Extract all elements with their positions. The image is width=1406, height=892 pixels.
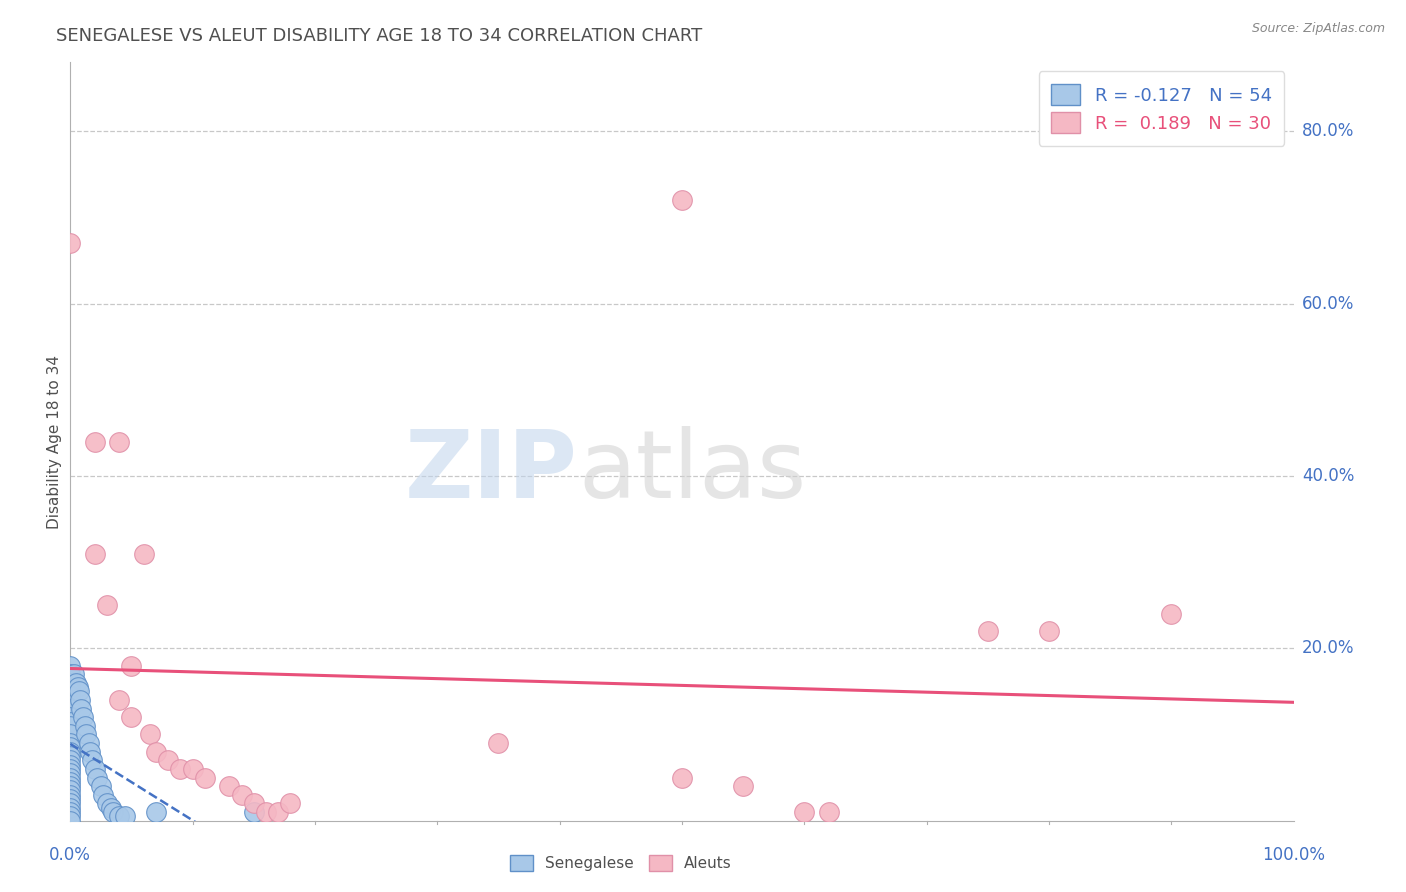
- Point: [59, 771, 82, 785]
- Point: [59, 719, 82, 733]
- Point: [59, 736, 82, 750]
- Point: [72, 710, 94, 724]
- Point: [59, 658, 82, 673]
- Point: [108, 434, 131, 449]
- Point: [66, 680, 89, 694]
- Point: [73, 719, 96, 733]
- Point: [75, 727, 97, 741]
- Point: [793, 805, 815, 819]
- Point: [96, 797, 118, 811]
- Point: [59, 675, 82, 690]
- Legend: Senegalese, Aleuts: Senegalese, Aleuts: [503, 849, 738, 878]
- Point: [59, 680, 82, 694]
- Point: [1160, 607, 1182, 621]
- Point: [59, 667, 82, 681]
- Point: [59, 753, 82, 767]
- Point: [733, 779, 755, 793]
- Point: [121, 710, 143, 724]
- Point: [83, 762, 105, 776]
- Point: [67, 684, 90, 698]
- Text: 60.0%: 60.0%: [1302, 294, 1354, 313]
- Text: ZIP: ZIP: [405, 425, 578, 518]
- Point: [59, 766, 82, 780]
- Point: [139, 727, 162, 741]
- Text: 100.0%: 100.0%: [1263, 846, 1324, 863]
- Point: [132, 547, 155, 561]
- Point: [194, 771, 217, 785]
- Point: [108, 693, 131, 707]
- Point: [59, 805, 82, 819]
- Point: [671, 771, 693, 785]
- Point: [65, 675, 87, 690]
- Point: [59, 801, 82, 815]
- Point: [59, 797, 82, 811]
- Point: [145, 805, 167, 819]
- Text: 40.0%: 40.0%: [1302, 467, 1354, 485]
- Point: [59, 757, 82, 772]
- Text: 20.0%: 20.0%: [1302, 640, 1354, 657]
- Point: [59, 749, 82, 764]
- Point: [77, 736, 100, 750]
- Point: [59, 740, 82, 755]
- Point: [243, 805, 266, 819]
- Point: [101, 805, 124, 819]
- Point: [59, 792, 82, 806]
- Text: 0.0%: 0.0%: [49, 846, 91, 863]
- Text: 80.0%: 80.0%: [1302, 122, 1354, 140]
- Point: [91, 788, 114, 802]
- Y-axis label: Disability Age 18 to 34: Disability Age 18 to 34: [46, 354, 62, 529]
- Point: [114, 809, 136, 823]
- Point: [671, 194, 693, 208]
- Point: [96, 599, 118, 613]
- Text: atlas: atlas: [578, 425, 806, 518]
- Point: [59, 809, 82, 823]
- Point: [157, 753, 180, 767]
- Point: [59, 693, 82, 707]
- Point: [817, 805, 839, 819]
- Point: [231, 788, 253, 802]
- Point: [79, 745, 101, 759]
- Point: [59, 236, 82, 251]
- Point: [267, 805, 290, 819]
- Point: [63, 667, 86, 681]
- Point: [59, 762, 82, 776]
- Point: [59, 779, 82, 793]
- Point: [280, 797, 302, 811]
- Text: Source: ZipAtlas.com: Source: ZipAtlas.com: [1251, 22, 1385, 36]
- Point: [70, 701, 93, 715]
- Point: [69, 693, 91, 707]
- Point: [218, 779, 240, 793]
- Point: [86, 771, 108, 785]
- Point: [82, 753, 104, 767]
- Point: [59, 684, 82, 698]
- Point: [254, 805, 277, 819]
- Point: [488, 736, 510, 750]
- Point: [121, 658, 143, 673]
- Point: [59, 714, 82, 729]
- Point: [59, 775, 82, 789]
- Point: [100, 801, 122, 815]
- Point: [59, 814, 82, 828]
- Point: [145, 745, 167, 759]
- Point: [108, 809, 131, 823]
- Point: [59, 710, 82, 724]
- Point: [181, 762, 204, 776]
- Point: [59, 788, 82, 802]
- Point: [59, 727, 82, 741]
- Point: [59, 745, 82, 759]
- Point: [83, 434, 105, 449]
- Point: [1038, 624, 1060, 639]
- Point: [976, 624, 998, 639]
- Point: [83, 547, 105, 561]
- Point: [59, 783, 82, 797]
- Point: [59, 689, 82, 703]
- Point: [59, 701, 82, 715]
- Text: SENEGALESE VS ALEUT DISABILITY AGE 18 TO 34 CORRELATION CHART: SENEGALESE VS ALEUT DISABILITY AGE 18 TO…: [56, 27, 703, 45]
- Point: [90, 779, 112, 793]
- Point: [243, 797, 266, 811]
- Point: [169, 762, 191, 776]
